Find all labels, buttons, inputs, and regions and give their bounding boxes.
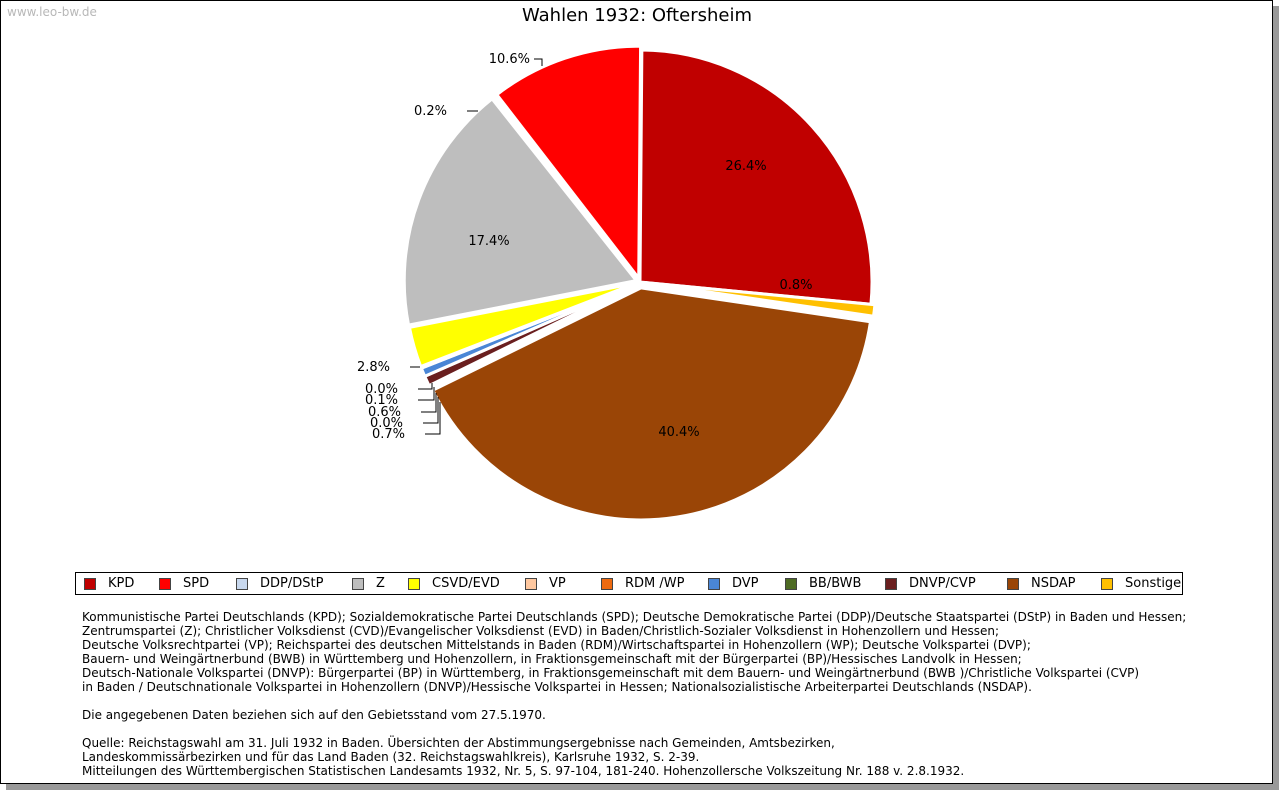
legend-label: DVP: [732, 576, 759, 591]
slice-label: 0.8%: [779, 278, 812, 293]
pie-slice-spd: [494, 44, 643, 283]
slice-label: 26.4%: [725, 159, 766, 174]
pie-slice-sonstige: [643, 280, 877, 318]
leader-line: [425, 402, 441, 435]
note-line: Die angegebenen Daten beziehen sich auf …: [82, 708, 546, 722]
legend-swatch: [708, 578, 720, 590]
legend-label: DDP/DStP: [260, 576, 324, 591]
legend-label: CSVD/EVD: [432, 576, 500, 591]
legend-label: NSDAP: [1031, 576, 1076, 591]
pie-slice-z: [402, 96, 639, 327]
slice-label: 0.2%: [414, 104, 447, 119]
note-line: in Baden / Deutschnationale Volkspartei …: [82, 680, 1032, 694]
note-line: Deutsche Volksrechtpartei (VP); Reichspa…: [82, 638, 1031, 652]
slice-label: 0.6%: [368, 405, 401, 420]
slice-label: 17.4%: [468, 234, 509, 249]
legend-swatch: [1101, 578, 1113, 590]
pie-slice-csvd-evd: [407, 281, 638, 369]
legend-label: SPD: [183, 576, 210, 591]
legend-swatch: [785, 578, 797, 590]
pie-slice-dvp: [419, 281, 638, 379]
legend-swatch: [1007, 578, 1019, 590]
legend-label: DNVP/CVP: [909, 576, 976, 591]
note-line: Landeskommissärbezirken und für das Land…: [82, 750, 700, 764]
pie-slice-kpd: [638, 48, 874, 306]
pie-chart: 26.4%10.6%0.2%17.4%2.8%0.0%0.1%0.6%0.0%0…: [357, 44, 877, 522]
legend-label: Z: [376, 576, 385, 591]
legend-swatch: [885, 578, 897, 590]
legend-swatch: [159, 578, 171, 590]
legend-label: VP: [549, 576, 566, 591]
slice-label: 0.0%: [365, 382, 398, 397]
slice-label: 0.1%: [365, 393, 398, 408]
legend-swatch: [84, 578, 96, 590]
chart-legend: KPD SPD DDP/DStP Z CSVD/EVD VP RDM /WP DVP BB/BW…: [75, 572, 1183, 595]
leader-line: [534, 58, 543, 66]
pie-slice-nsdap: [430, 286, 873, 522]
leader-line: [421, 393, 437, 413]
slice-label: 40.4%: [658, 425, 699, 440]
legend-label: RDM /WP: [625, 576, 685, 591]
note-line: [82, 694, 1232, 708]
legend-swatch: [236, 578, 248, 590]
chart-title: Wahlen 1932: Oftersheim: [521, 5, 752, 26]
legend-label: BB/BWB: [809, 576, 862, 591]
source-notes: Kommunistische Partei Deutschlands (KPD)…: [82, 610, 1232, 778]
slice-label: 10.6%: [489, 52, 530, 67]
slice-label: 0.7%: [372, 427, 405, 442]
legend-swatch: [408, 578, 420, 590]
note-line: Quelle: Reichstagswahl am 31. Juli 1932 …: [82, 736, 835, 750]
leader-line: [418, 383, 433, 390]
note-line: [82, 722, 1232, 736]
legend-label: KPD: [108, 576, 135, 591]
note-line: Kommunistische Partei Deutschlands (KPD)…: [82, 610, 1187, 624]
note-line: Deutsch-Nationale Volkspartei (DNVP): Bü…: [82, 666, 1140, 680]
watermark: www.leo-bw.de: [7, 5, 97, 19]
legend-swatch: [525, 578, 537, 590]
note-line: Bauern- und Weingärtnerbund (BWB) in Wür…: [82, 652, 1022, 666]
note-line: Zentrumspartei (Z); Christlicher Volksdi…: [82, 624, 1000, 638]
leader-line: [418, 387, 435, 401]
leader-line: [423, 397, 439, 424]
legend-swatch: [601, 578, 613, 590]
slice-label: 0.0%: [370, 416, 403, 431]
legend-label: Sonstige: [1125, 576, 1182, 591]
legend-swatch: [352, 578, 364, 590]
note-line: Mitteilungen des Württembergischen Stati…: [82, 764, 965, 778]
slice-label: 2.8%: [357, 360, 390, 375]
